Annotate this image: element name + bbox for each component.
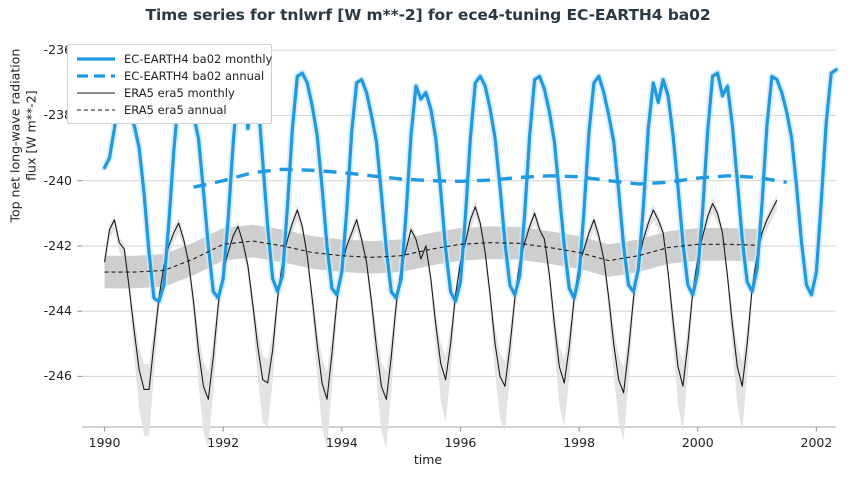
legend-label: EC-EARTH4 ba02 annual (124, 68, 265, 83)
legend-item[interactable]: EC-EARTH4 ba02 annual (75, 67, 264, 84)
series-model-monthly (102, 68, 838, 303)
legend-swatch-icon (75, 52, 117, 66)
era5-monthly-spread-band (104, 194, 777, 450)
y-tick-label: -236 (43, 42, 72, 58)
y-tick-label: -244 (43, 303, 72, 319)
x-tick-label: 1992 (207, 435, 240, 450)
series-era5-annual (104, 240, 758, 273)
series-era5-monthly (103, 200, 778, 400)
legend-swatch-icon (75, 86, 117, 100)
legend-label: ERA5 era5 annual (124, 102, 227, 117)
y-tick-label: -240 (43, 172, 72, 188)
chart-legend: EC-EARTH4 ba02 monthly EC-EARTH4 ba02 ann… (67, 44, 272, 124)
legend-label: ERA5 era5 monthly (124, 85, 235, 100)
y-tick-label: -242 (43, 237, 72, 253)
legend-item[interactable]: ERA5 era5 annual (75, 101, 264, 118)
x-tick-label: 1990 (88, 435, 121, 450)
legend-swatch-icon (75, 103, 117, 117)
series-model-annual (193, 167, 788, 189)
x-axis-label: time (413, 452, 443, 467)
x-tick-label: 1996 (444, 435, 477, 450)
y-tick-label: -246 (43, 368, 72, 384)
legend-label: EC-EARTH4 ba02 monthly (124, 51, 273, 66)
x-tick-label: 2002 (800, 435, 833, 450)
x-tick-label: 1998 (563, 435, 596, 450)
legend-item[interactable]: EC-EARTH4 ba02 monthly (75, 50, 272, 67)
x-tick-label: 2000 (681, 435, 714, 450)
x-tick-label: 1994 (325, 435, 358, 450)
legend-item[interactable]: ERA5 era5 monthly (75, 84, 264, 101)
legend-swatch-icon (75, 69, 117, 83)
chart-title: Time series for tnlwrf [W m**-2] for ece… (145, 6, 711, 24)
y-tick-label: -238 (43, 107, 72, 123)
